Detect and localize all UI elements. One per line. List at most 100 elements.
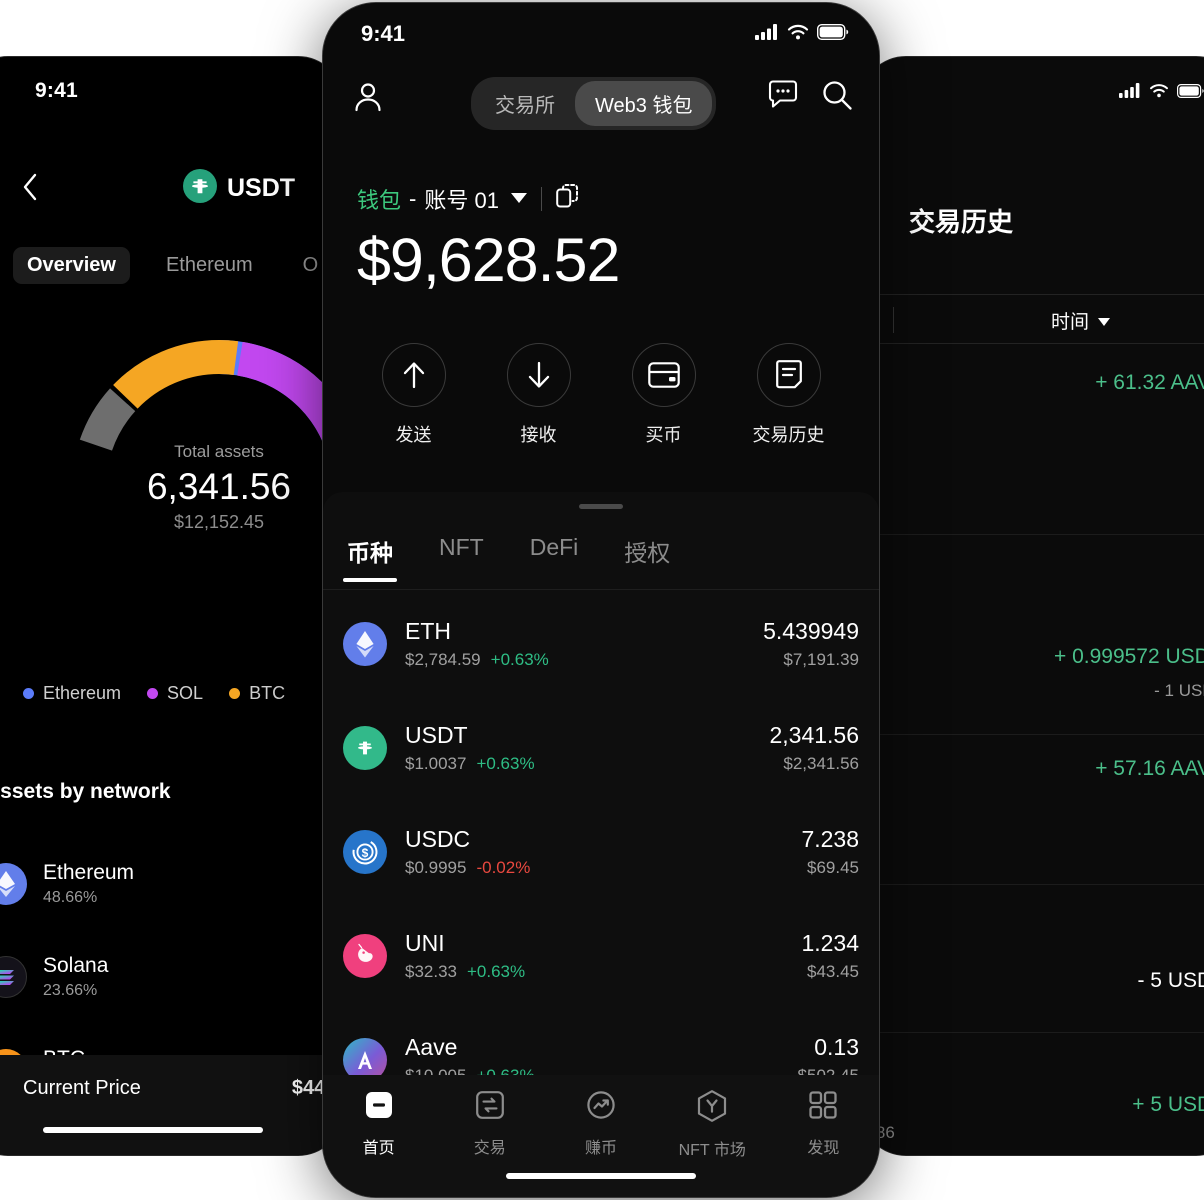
chevron-left-icon[interactable] xyxy=(19,167,43,207)
tx-amount: + 61.32 AAVE xyxy=(1095,371,1204,394)
list-item[interactable]: UNI $32.33 +0.63% 1.234 $43.45 xyxy=(323,904,879,1008)
table-row[interactable]: + 0.999572 USDC - 1 USDT xyxy=(861,535,1204,735)
legend-label: BTC xyxy=(249,683,286,703)
legend-label: SOL xyxy=(167,683,204,703)
right-phone-screen: 交易历史 时间 + 61.32 AAVE + 0.9995 xyxy=(861,57,1204,1155)
token-amount: 2,341.56 xyxy=(769,722,859,748)
left-tab-bar: Overview Ethereum O xyxy=(0,247,343,284)
total-balance: $9,628.52 xyxy=(357,226,620,294)
tx-amount: + 5 USDT xyxy=(1132,1093,1204,1116)
arrow-down-icon xyxy=(506,343,571,407)
token-price: $2,784.59 xyxy=(405,650,481,670)
chat-bubble-icon[interactable] xyxy=(767,80,799,115)
center-phone-frame: 9:41 交易 xyxy=(322,2,880,1198)
ethereum-icon xyxy=(343,622,387,666)
cellular-signal-icon xyxy=(755,24,779,45)
battery-icon xyxy=(816,23,849,45)
quick-actions: 发送 接收 买币 交易 xyxy=(323,343,879,447)
person-icon[interactable] xyxy=(353,81,383,118)
center-status-bar: 9:41 xyxy=(323,21,879,57)
sheet-drag-handle[interactable] xyxy=(579,504,623,509)
tab-nft[interactable]: NFT xyxy=(439,534,484,560)
tab-other[interactable]: O xyxy=(302,254,319,276)
nav-item-earn[interactable]: 赚币 xyxy=(545,1089,656,1158)
nav-item-home[interactable]: 首页 xyxy=(323,1089,434,1158)
legend-item-sol: SOL xyxy=(147,683,203,704)
search-icon[interactable] xyxy=(821,79,853,116)
list-item[interactable]: USDT $1.0037 +0.63% 2,341.56 $2,341.56 xyxy=(323,696,879,800)
legend-item-btc: BTC xyxy=(229,683,285,704)
asset-tab-bar: 币种 NFT DeFi 授权 xyxy=(323,530,879,590)
nav-item-trade[interactable]: 交易 xyxy=(434,1089,545,1158)
nav-label: 赚币 xyxy=(585,1140,618,1157)
tab-tokens[interactable]: 币种 xyxy=(343,530,397,582)
assets-by-network-title: Assets by network xyxy=(0,780,171,803)
action-history[interactable]: 交易历史 xyxy=(737,343,841,447)
table-row[interactable]: - 5 USDT 0a xyxy=(861,885,1204,1033)
action-buy[interactable]: 买币 xyxy=(612,343,716,447)
token-symbol: USDT xyxy=(227,174,296,202)
token-list[interactable]: ETH $2,784.59 +0.63% 5.439949 $7,191.39 xyxy=(323,592,879,1125)
token-value: $2,341.56 xyxy=(783,754,859,773)
tab-approvals[interactable]: 授权 xyxy=(624,540,671,566)
action-receive[interactable]: 接收 xyxy=(487,343,591,447)
segment-exchange[interactable]: 交易所 xyxy=(495,95,555,117)
divider xyxy=(540,187,542,211)
token-amount: 0.13 xyxy=(814,1034,859,1060)
arrow-up-icon xyxy=(381,343,446,407)
tab-overview[interactable]: Overview xyxy=(13,247,130,284)
nav-item-nft-market[interactable]: NFT 市场 xyxy=(657,1089,768,1160)
legend-dot-icon xyxy=(147,688,159,699)
segment-web3-wallet[interactable]: Web3 钱包 xyxy=(575,81,713,126)
token-symbol: ETH xyxy=(405,617,451,644)
donut-center-label: Total assets 6,341.56 $12,152.45 xyxy=(59,327,343,647)
aave-icon xyxy=(343,1038,387,1082)
filter-time[interactable]: 时间 xyxy=(1051,307,1111,334)
left-status-bar: 9:41 xyxy=(0,79,343,113)
legend-dot-icon xyxy=(23,688,34,699)
action-label: 买币 xyxy=(645,425,682,445)
battery-icon xyxy=(1177,83,1204,103)
tether-icon xyxy=(343,726,387,770)
page-title: USDT xyxy=(183,169,295,208)
tab-defi[interactable]: DeFi xyxy=(529,534,579,560)
donut-total-sub: $12,152.45 xyxy=(173,511,265,532)
action-send[interactable]: 发送 xyxy=(362,343,466,447)
network-asset-list: Ethereum 48.66% Solana xyxy=(0,837,325,1116)
home-indicator xyxy=(506,1173,696,1179)
center-header: 交易所 Web3 钱包 xyxy=(323,77,879,130)
token-value: $69.45 xyxy=(807,858,859,877)
legend-label: Ethereum xyxy=(43,683,122,703)
donut-legend: Ethereum SOL BTC xyxy=(23,683,285,704)
token-symbol: USDT xyxy=(405,721,468,748)
token-amount: 5.439949 xyxy=(763,618,859,644)
tab-ethereum[interactable]: Ethereum xyxy=(165,254,253,276)
chevron-down-icon[interactable] xyxy=(510,190,527,208)
list-item[interactable]: Solana 23.66% xyxy=(0,930,325,1023)
list-item[interactable]: Ethereum 48.66% xyxy=(0,837,325,930)
copy-icon[interactable] xyxy=(556,183,580,215)
table-row[interactable]: + 61.32 AAVE xyxy=(861,345,1204,535)
header-actions xyxy=(767,79,853,116)
bottom-navigation: 首页 交易 赚币 xyxy=(323,1075,879,1197)
wifi-icon xyxy=(787,24,809,45)
status-icons xyxy=(755,23,849,45)
page-title: 交易历史 xyxy=(909,207,1014,237)
account-name[interactable]: 账号 01 xyxy=(424,188,499,213)
tx-amount: + 57.16 AAVE xyxy=(1095,757,1204,780)
nav-label: 发现 xyxy=(807,1140,840,1157)
list-item[interactable]: ETH $2,784.59 +0.63% 5.439949 $7,191.39 xyxy=(323,592,879,696)
status-time: 9:41 xyxy=(361,21,406,46)
left-phone-frame: 9:41 USDT Overview Ethereum O xyxy=(0,56,344,1156)
ethereum-icon xyxy=(0,862,27,905)
table-row[interactable]: + 5 USDT ba86 xyxy=(861,1033,1204,1153)
left-phone-screen: 9:41 USDT Overview Ethereum O xyxy=(0,57,343,1155)
table-row[interactable]: + 57.16 AAVE xyxy=(861,735,1204,885)
home-indicator xyxy=(43,1127,263,1133)
action-label: 接收 xyxy=(520,425,557,445)
nav-item-discover[interactable]: 发现 xyxy=(768,1089,879,1158)
document-icon xyxy=(756,343,821,407)
list-item[interactable]: $ USDC $0.9995 -0.02% 7.238 $69.45 xyxy=(323,800,879,904)
network-name: Ethereum xyxy=(43,860,135,884)
